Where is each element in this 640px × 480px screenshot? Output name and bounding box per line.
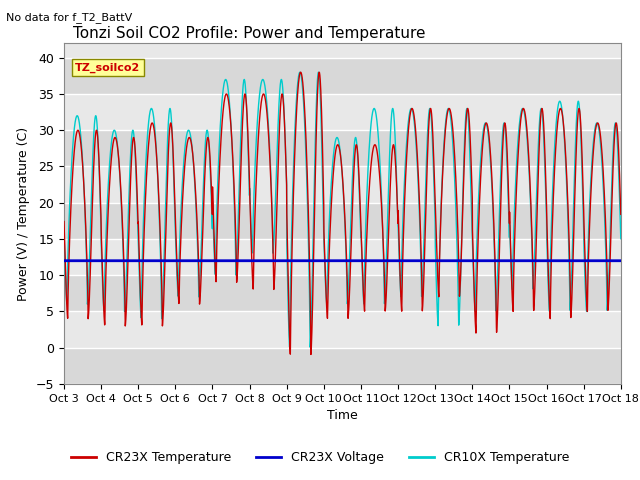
Bar bbox=[64, 239, 621, 275]
Bar bbox=[64, 203, 621, 239]
Text: Tonzi Soil CO2 Profile: Power and Temperature: Tonzi Soil CO2 Profile: Power and Temper… bbox=[74, 25, 426, 41]
Bar bbox=[64, 167, 621, 203]
Bar bbox=[64, 275, 621, 312]
Text: No data for f_T2_BattV: No data for f_T2_BattV bbox=[6, 12, 132, 23]
Text: TZ_soilco2: TZ_soilco2 bbox=[75, 62, 140, 73]
Bar bbox=[64, 130, 621, 167]
X-axis label: Time: Time bbox=[327, 409, 358, 422]
Bar bbox=[64, 58, 621, 94]
Legend: CR23X Temperature, CR23X Voltage, CR10X Temperature: CR23X Temperature, CR23X Voltage, CR10X … bbox=[66, 446, 574, 469]
Bar bbox=[64, 348, 621, 384]
Bar bbox=[64, 94, 621, 130]
Y-axis label: Power (V) / Temperature (C): Power (V) / Temperature (C) bbox=[17, 127, 30, 300]
Bar bbox=[64, 312, 621, 348]
